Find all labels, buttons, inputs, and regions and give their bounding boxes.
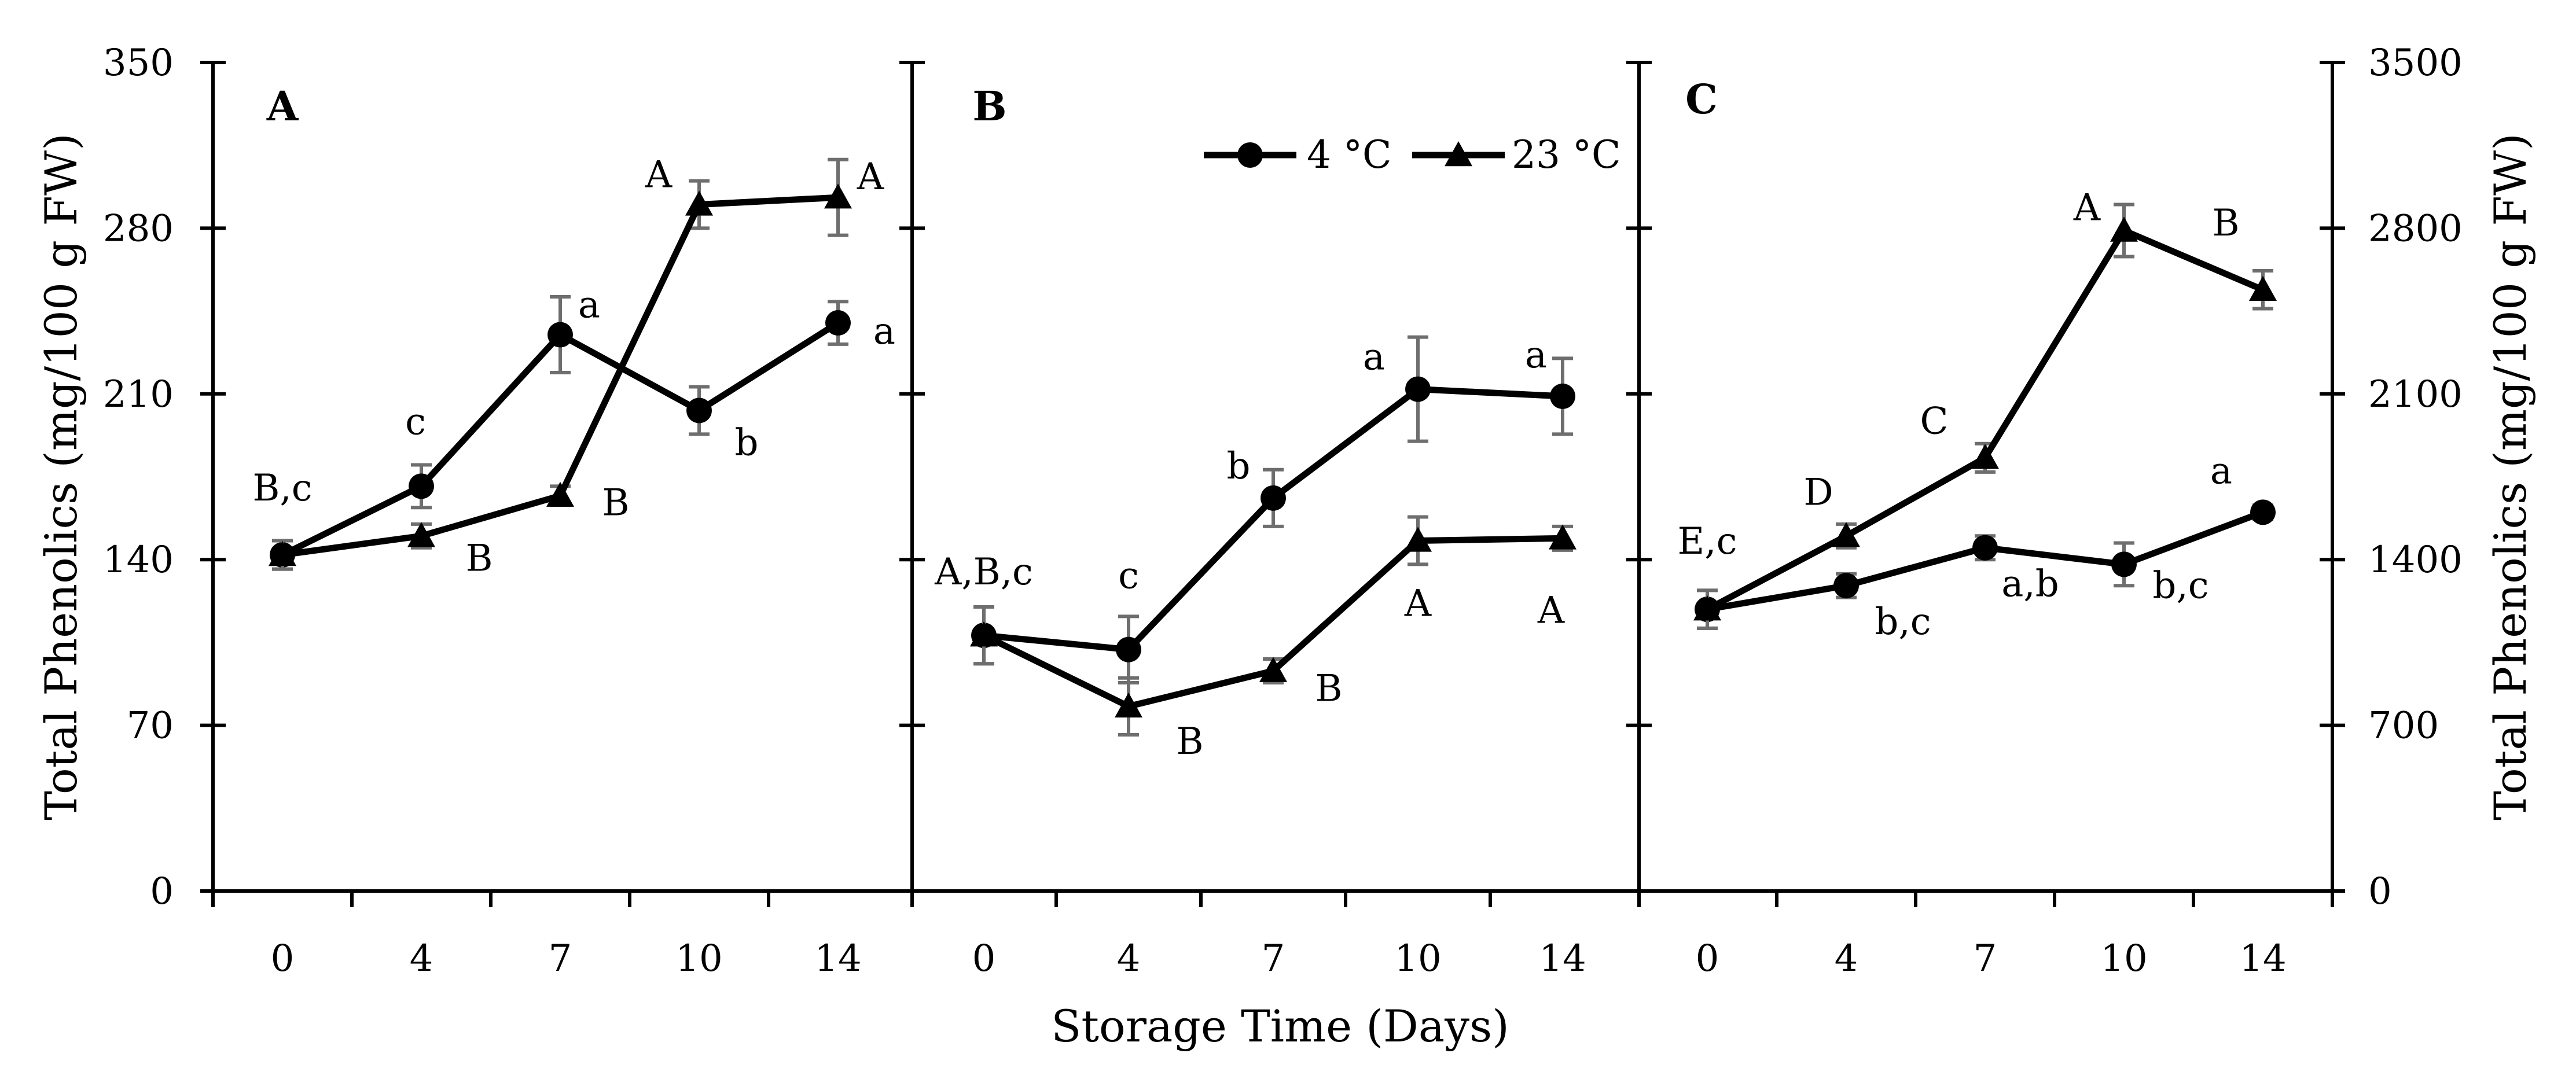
x-tick-label: 10 — [675, 937, 722, 980]
circle-marker — [1972, 535, 1998, 561]
significance-label: c — [1118, 555, 1139, 598]
y-tick-label-right: 700 — [2368, 705, 2439, 748]
x-tick-label: 7 — [549, 937, 572, 980]
circle-marker — [1261, 485, 1286, 511]
y-tick-label: 350 — [103, 42, 174, 84]
y-tick-label: 140 — [103, 539, 174, 581]
significance-label: b — [1227, 445, 1251, 488]
significance-label: a — [1363, 336, 1385, 379]
triangle-marker — [1832, 522, 1860, 547]
triangle-marker — [2249, 275, 2277, 301]
significance-label: c — [405, 400, 426, 443]
significance-label: B — [2212, 202, 2239, 245]
significance-label: A — [1404, 582, 1432, 625]
significance-label: a,b — [2001, 563, 2059, 606]
x-axis-title: Storage Time (Days) — [1051, 1000, 1509, 1052]
triangle-marker — [2110, 216, 2138, 242]
x-tick-label: 0 — [972, 937, 996, 980]
significance-label: B — [1315, 667, 1342, 710]
triangle-marker — [1693, 595, 1721, 621]
circle-marker — [825, 310, 851, 336]
triangle-marker — [407, 522, 435, 547]
y-tick-label-right: 2100 — [2368, 373, 2463, 416]
panel-letter: B — [972, 82, 1006, 130]
triangle-marker — [1549, 524, 1577, 550]
y-tick-label: 280 — [103, 207, 174, 250]
y-tick-label: 0 — [150, 870, 174, 913]
significance-label: a — [2210, 450, 2232, 492]
x-tick-label: 7 — [1262, 937, 1285, 980]
panel-letter: A — [266, 82, 299, 130]
significance-label: a — [578, 284, 600, 327]
panel-letter: C — [1685, 75, 1718, 123]
significance-label: C — [1920, 400, 1949, 443]
significance-label: b,c — [1875, 601, 1931, 643]
triangle-marker — [1404, 527, 1432, 552]
legend-label-23c: 23 °C — [1512, 132, 1620, 177]
x-tick-label: 14 — [814, 937, 861, 980]
y-tick-label: 210 — [103, 373, 174, 416]
x-tick-label: 7 — [1974, 937, 1997, 980]
y-tick-label-right: 2800 — [2368, 207, 2463, 250]
significance-label: A — [857, 156, 884, 198]
chart-legend: 4 °C 23 °C — [1204, 132, 1620, 177]
significance-label: B — [465, 537, 493, 580]
significance-label: A — [645, 153, 673, 196]
x-tick-label: 4 — [410, 937, 433, 980]
significance-label: a — [873, 310, 895, 353]
significance-label: A — [2073, 186, 2101, 229]
circle-marker — [2250, 499, 2276, 525]
y-tick-label-right: 1400 — [2368, 539, 2463, 581]
significance-label: B — [602, 482, 629, 525]
y-axis-title-left: Total Phenolics (mg/100 g FW) — [35, 133, 87, 820]
significance-label: b — [735, 421, 759, 464]
legend-label-4c: 4 °C — [1307, 132, 1391, 177]
x-tick-label: 14 — [1539, 937, 1586, 980]
circle-marker — [2111, 551, 2137, 577]
triangle-marker — [1971, 444, 1999, 469]
circle-marker — [409, 473, 434, 499]
chart-marks — [269, 157, 2277, 737]
circle-marker — [1550, 383, 1575, 409]
chart-frame — [200, 61, 2345, 907]
significance-label: E,c — [1678, 520, 1737, 563]
significance-label: A — [1537, 589, 1565, 632]
significance-label: b,c — [2152, 564, 2208, 607]
significance-label: B,c — [252, 467, 312, 510]
significance-label: B — [1176, 720, 1203, 763]
significance-label: D — [1803, 471, 1833, 514]
y-tick-label: 70 — [127, 705, 174, 748]
triangle-marker — [1259, 657, 1287, 682]
x-tick-label: 0 — [1696, 937, 1719, 980]
x-tick-label: 4 — [1117, 937, 1141, 980]
triangle-marker — [824, 183, 852, 209]
triangle-marker — [1115, 692, 1142, 718]
circle-marker — [1237, 142, 1263, 168]
x-tick-label: 10 — [1394, 937, 1441, 980]
x-tick-label: 4 — [1835, 937, 1858, 980]
y-tick-label-right: 3500 — [2368, 42, 2463, 84]
x-tick-label: 14 — [2239, 937, 2286, 980]
circle-marker — [547, 322, 573, 348]
significance-label: a — [1525, 334, 1547, 377]
significance-label: A,B,c — [934, 551, 1033, 594]
x-tick-label: 0 — [271, 937, 295, 980]
x-tick-label: 10 — [2100, 937, 2147, 980]
circle-marker — [686, 397, 712, 424]
circle-marker — [1833, 573, 1859, 599]
triangle-marker — [546, 481, 574, 507]
circle-marker — [1405, 376, 1431, 402]
y-tick-label-right: 0 — [2368, 870, 2392, 913]
triangle-marker — [970, 621, 998, 647]
triangle-marker — [1445, 141, 1472, 167]
triangle-marker — [269, 541, 296, 566]
triangle-marker — [685, 190, 713, 216]
circle-marker — [1116, 636, 1141, 662]
y-axis-title-right: Total Phenolics (mg/100 g FW) — [2485, 133, 2536, 820]
